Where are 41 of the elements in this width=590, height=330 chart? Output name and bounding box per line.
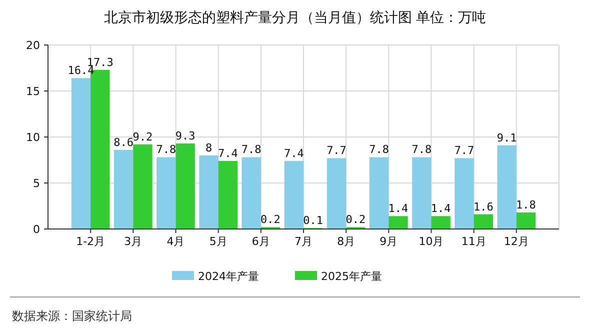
legend-label: 2025年产量 bbox=[321, 270, 382, 283]
y-tick-label: 5 bbox=[33, 177, 40, 190]
data-label: 16.4 bbox=[68, 64, 95, 78]
x-tick-label: 6月 bbox=[252, 235, 270, 248]
data-label: 0.1 bbox=[303, 214, 324, 228]
x-tick-label: 4月 bbox=[166, 235, 185, 248]
data-label: 7.8 bbox=[369, 143, 390, 156]
data-label: 7.8 bbox=[241, 143, 262, 156]
data-label: 1.8 bbox=[516, 198, 536, 212]
legend-label: 2024年产量 bbox=[198, 270, 259, 283]
data-label: 7.8 bbox=[412, 143, 432, 156]
y-tick-label: 0 bbox=[33, 223, 40, 236]
x-tick-label: 9月 bbox=[380, 235, 398, 248]
x-tick-label: 1-2月 bbox=[76, 235, 106, 248]
data-label: 9.1 bbox=[496, 131, 517, 144]
x-tick-label: 10月 bbox=[418, 235, 444, 248]
chart-title: 北京市初级形态的塑料产量分月（当月值）统计图 单位：万吨 bbox=[104, 10, 486, 26]
data-label: 7.4 bbox=[284, 146, 304, 160]
x-tick-label: 11月 bbox=[461, 235, 486, 248]
data-label: 7.8 bbox=[156, 143, 176, 156]
data-label: 7.7 bbox=[454, 144, 474, 158]
data-label: 0.2 bbox=[260, 213, 280, 226]
data-label: 1.4 bbox=[430, 202, 452, 216]
data-label: 1.4 bbox=[388, 202, 409, 216]
source-note: 数据来源：国家统计局 bbox=[12, 309, 132, 323]
x-tick-label: 3月 bbox=[124, 235, 142, 248]
data-label: 8 bbox=[205, 141, 212, 154]
data-label: 9.2 bbox=[132, 130, 153, 144]
y-tick-label: 15 bbox=[26, 85, 40, 98]
y-tick-label: 10 bbox=[26, 131, 40, 144]
x-tick-label: 8月 bbox=[337, 235, 356, 248]
data-label: 7.7 bbox=[326, 144, 346, 158]
data-label: 0.2 bbox=[346, 213, 366, 226]
data-label: 8.6 bbox=[114, 136, 134, 149]
data-label: 9.3 bbox=[175, 129, 196, 142]
x-tick-label: 5月 bbox=[209, 235, 228, 248]
x-tick-label: 7月 bbox=[294, 235, 312, 248]
data-label: 1.6 bbox=[473, 200, 494, 214]
x-tick-label: 12月 bbox=[504, 235, 529, 248]
y-tick-label: 20 bbox=[26, 39, 40, 52]
data-label: 7.4 bbox=[218, 146, 238, 160]
